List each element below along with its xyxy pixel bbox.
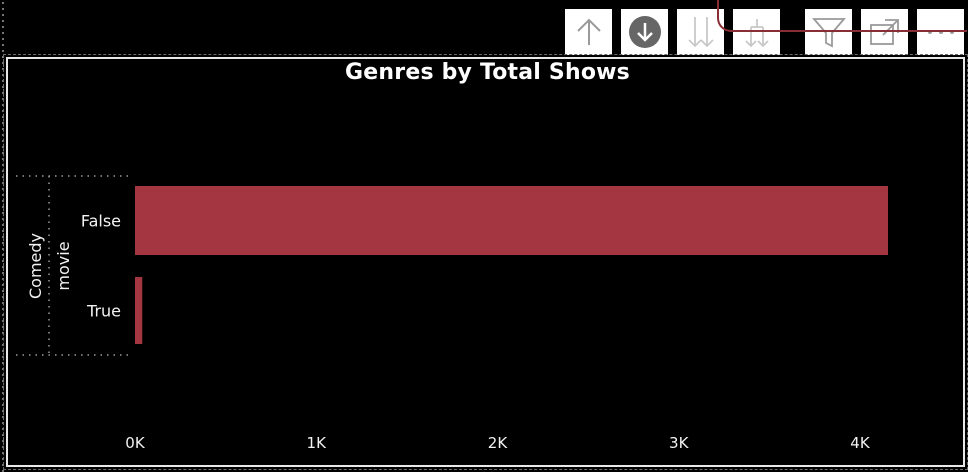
bar-false xyxy=(135,186,888,255)
group-axis-label-line: movie xyxy=(54,241,73,290)
bars xyxy=(135,186,888,344)
next-level-button[interactable] xyxy=(677,9,724,55)
drill-mode-button[interactable] xyxy=(621,9,668,55)
bar-true xyxy=(135,277,143,344)
visual-header-toolbar xyxy=(565,9,965,55)
category-label-true: True xyxy=(86,302,121,321)
arrow-up-icon xyxy=(576,18,601,45)
chart-title: Genres by Total Shows xyxy=(345,60,630,85)
arrow-down-circle-icon xyxy=(628,16,661,48)
x-tick-label: 3K xyxy=(669,434,690,452)
filter-button[interactable] xyxy=(805,9,852,55)
group-axis-label: Comedy movie xyxy=(26,233,73,299)
expand-icon xyxy=(869,19,899,45)
expand-next-level-button[interactable] xyxy=(733,9,780,55)
x-tick-label: 0K xyxy=(125,434,146,452)
x-tick-label: 2K xyxy=(488,434,509,452)
x-axis-tick-labels: 0K 1K 2K 3K 4K xyxy=(125,434,871,452)
x-tick-label: 1K xyxy=(307,434,328,452)
more-options-button[interactable] xyxy=(917,9,964,55)
category-label-false: False xyxy=(81,212,121,231)
funnel-icon xyxy=(811,18,846,48)
focus-mode-button[interactable] xyxy=(861,9,908,55)
bar-chart-visual[interactable]: Genres by Total Shows xyxy=(6,57,965,467)
group-axis-label-line: Comedy xyxy=(26,233,45,299)
drill-up-button[interactable] xyxy=(565,9,612,55)
category-axis-labels: False True xyxy=(81,212,121,321)
x-tick-label: 4K xyxy=(850,434,871,452)
double-arrow-down-icon xyxy=(687,17,714,48)
